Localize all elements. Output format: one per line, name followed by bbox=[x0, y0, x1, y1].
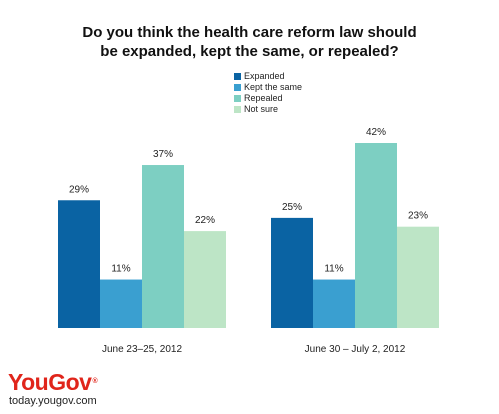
legend-swatch-0 bbox=[234, 73, 241, 80]
data-label-0-1: 11% bbox=[111, 264, 130, 275]
data-label-1-2: 42% bbox=[366, 127, 386, 138]
legend-swatch-3 bbox=[234, 106, 241, 113]
data-label-1-1: 11% bbox=[324, 264, 343, 275]
data-label-1-3: 23% bbox=[408, 211, 428, 222]
legend-label-3: Not sure bbox=[244, 104, 278, 114]
legend-label-1: Kept the same bbox=[244, 82, 302, 92]
bar-0-0 bbox=[58, 200, 100, 328]
yougov-logo: YouGov® today.yougov.com bbox=[8, 369, 98, 407]
group-label-1: June 30 – July 2, 2012 bbox=[305, 344, 406, 355]
data-label-0-0: 29% bbox=[69, 184, 89, 195]
logo-name: YouGov bbox=[8, 369, 92, 395]
data-label-1-0: 25% bbox=[282, 202, 302, 213]
bar-1-1 bbox=[313, 279, 355, 328]
bar-groups: 29% 11% 37% 22% 25% 11% 42% 23% bbox=[58, 127, 439, 328]
bar-1-3 bbox=[397, 226, 439, 328]
legend-label-2: Repealed bbox=[244, 93, 283, 103]
logo-registered-mark: ® bbox=[92, 378, 98, 385]
chart-title-line-1: Do you think the health care reform law … bbox=[82, 24, 416, 41]
bar-0-3 bbox=[184, 231, 226, 328]
legend-swatch-1 bbox=[234, 84, 241, 91]
chart-title-line-2: be expanded, kept the same, or repealed? bbox=[100, 43, 398, 60]
bar-1-2 bbox=[355, 143, 397, 328]
bar-1-0 bbox=[271, 217, 313, 328]
group-label-0: June 23–25, 2012 bbox=[102, 344, 183, 355]
data-label-0-3: 22% bbox=[195, 215, 215, 226]
data-label-0-2: 37% bbox=[153, 149, 173, 160]
group-labels: June 23–25, 2012 June 30 – July 2, 2012 bbox=[102, 344, 406, 355]
bar-0-1 bbox=[100, 279, 142, 328]
bar-0-2 bbox=[142, 165, 184, 328]
legend-swatch-2 bbox=[234, 95, 241, 102]
logo-url: today.yougov.com bbox=[9, 395, 97, 407]
logo-wordmark: YouGov® bbox=[8, 369, 98, 395]
legend-label-0: Expanded bbox=[244, 71, 285, 81]
